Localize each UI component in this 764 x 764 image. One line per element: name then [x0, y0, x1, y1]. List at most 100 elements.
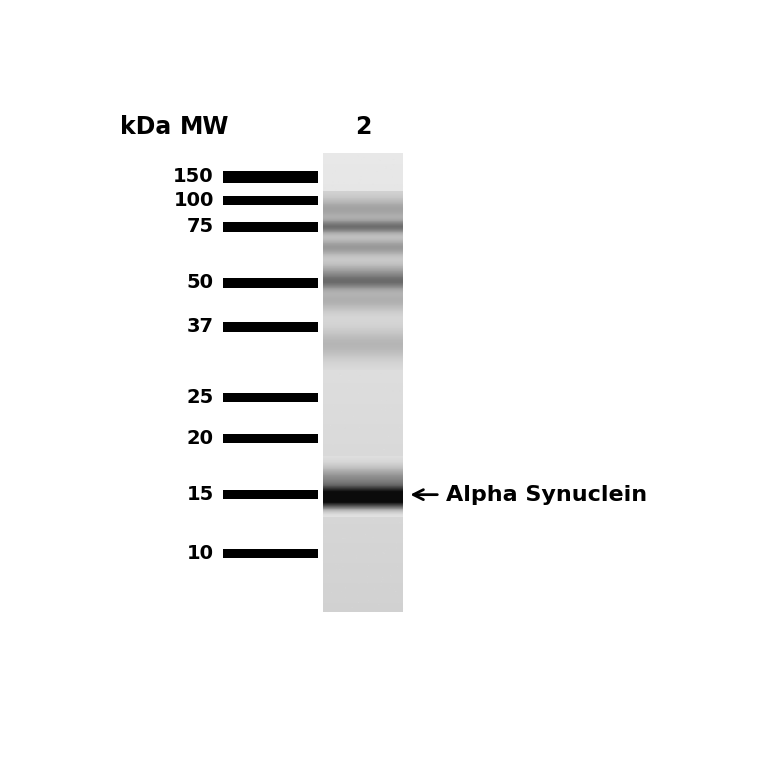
Bar — [323, 270, 403, 271]
Bar — [323, 453, 403, 455]
Bar — [323, 422, 403, 424]
Bar — [323, 580, 403, 581]
Bar — [323, 478, 403, 479]
Ellipse shape — [373, 269, 374, 270]
Bar — [323, 371, 403, 372]
Ellipse shape — [398, 556, 400, 558]
Ellipse shape — [374, 588, 375, 589]
Ellipse shape — [345, 458, 347, 459]
Ellipse shape — [396, 498, 398, 499]
Ellipse shape — [324, 187, 325, 188]
Ellipse shape — [340, 375, 342, 376]
Bar — [323, 409, 403, 410]
Bar — [323, 291, 403, 293]
Ellipse shape — [385, 407, 387, 408]
Bar — [323, 419, 403, 421]
Bar — [323, 595, 403, 597]
Bar — [323, 584, 403, 586]
Bar — [323, 306, 403, 308]
Bar — [323, 186, 403, 187]
Text: 20: 20 — [187, 429, 214, 448]
Bar — [323, 485, 403, 487]
Ellipse shape — [329, 500, 331, 501]
Bar — [223, 171, 318, 183]
Bar — [323, 342, 403, 343]
Bar — [323, 601, 403, 603]
Ellipse shape — [380, 397, 381, 398]
Bar — [323, 288, 403, 290]
Bar — [323, 445, 403, 447]
Bar — [323, 578, 403, 580]
Bar — [323, 452, 403, 453]
Text: 150: 150 — [173, 167, 214, 186]
Ellipse shape — [361, 259, 363, 260]
Ellipse shape — [339, 569, 341, 570]
Ellipse shape — [329, 586, 330, 587]
Bar — [323, 496, 403, 497]
Bar — [323, 312, 403, 314]
Ellipse shape — [376, 451, 377, 452]
Bar — [323, 476, 403, 478]
Bar — [323, 381, 403, 383]
Bar — [323, 407, 403, 409]
Bar — [323, 308, 403, 309]
Bar — [323, 474, 403, 476]
Bar — [323, 189, 403, 190]
Ellipse shape — [399, 427, 400, 428]
Ellipse shape — [384, 410, 386, 411]
Bar — [323, 607, 403, 609]
Bar — [323, 383, 403, 384]
Bar — [323, 247, 403, 248]
Bar — [323, 412, 403, 413]
Bar — [323, 588, 403, 589]
Bar — [323, 372, 403, 374]
Ellipse shape — [374, 217, 375, 218]
Bar — [323, 167, 403, 169]
Bar — [323, 591, 403, 592]
Bar — [323, 354, 403, 355]
Bar — [323, 331, 403, 332]
Bar — [323, 404, 403, 406]
Bar — [323, 322, 403, 323]
Bar — [323, 210, 403, 212]
Bar — [323, 230, 403, 231]
Bar — [323, 328, 403, 329]
Bar — [323, 207, 403, 209]
Bar — [323, 326, 403, 328]
Bar — [323, 250, 403, 251]
Bar — [323, 470, 403, 471]
Ellipse shape — [361, 382, 364, 383]
Bar — [323, 244, 403, 245]
Bar — [323, 455, 403, 456]
Text: Alpha Synuclein: Alpha Synuclein — [446, 484, 647, 505]
Ellipse shape — [400, 338, 402, 339]
Bar — [323, 600, 403, 601]
Bar — [323, 302, 403, 303]
Bar — [323, 508, 403, 510]
Bar — [323, 389, 403, 390]
Bar — [323, 366, 403, 367]
Bar — [323, 199, 403, 201]
Ellipse shape — [363, 265, 364, 266]
Bar — [323, 265, 403, 267]
Bar — [323, 435, 403, 436]
Bar — [323, 516, 403, 517]
Bar — [323, 511, 403, 513]
Bar — [323, 153, 403, 155]
Bar — [323, 231, 403, 233]
Bar — [323, 227, 403, 228]
Bar — [323, 195, 403, 196]
Bar — [323, 286, 403, 288]
Bar — [323, 575, 403, 577]
Ellipse shape — [375, 473, 377, 474]
Bar — [323, 534, 403, 536]
Ellipse shape — [345, 286, 346, 287]
Bar — [323, 282, 403, 283]
Bar — [323, 484, 403, 485]
Bar — [323, 421, 403, 422]
Bar — [323, 467, 403, 468]
Bar — [323, 335, 403, 337]
Bar — [323, 329, 403, 331]
Bar — [323, 438, 403, 439]
Ellipse shape — [385, 247, 387, 248]
